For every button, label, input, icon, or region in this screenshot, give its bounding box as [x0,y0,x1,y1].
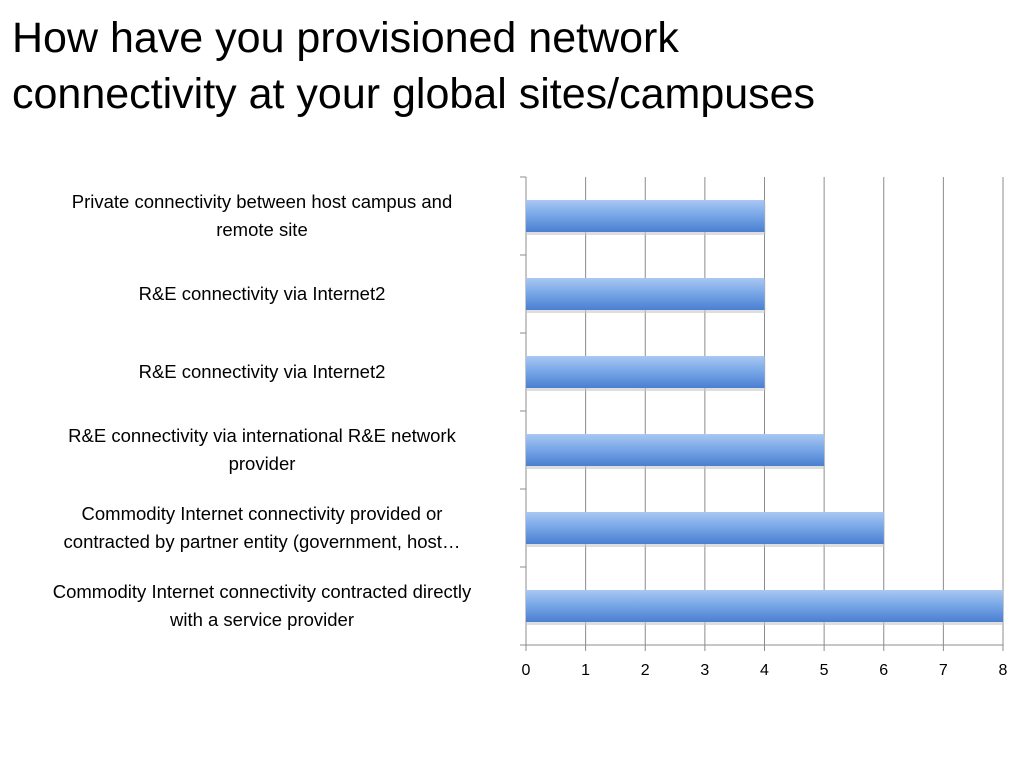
x-tick-label-6: 6 [879,662,888,679]
x-tick-label-7: 7 [939,662,948,679]
category-label-5-line-0: Commodity Internet connectivity contract… [53,581,472,602]
category-labels: Private connectivity between host campus… [53,191,472,630]
slide-title-line-1: How have you provisioned network [12,14,679,62]
x-tick-labels: 0 1 2 3 4 5 6 7 8 [522,662,1008,679]
category-label-0-line-1: remote site [216,219,308,240]
x-tick-label-3: 3 [700,662,709,679]
category-label-1-line-0: R&E connectivity via Internet2 [139,283,386,304]
bar-2 [526,356,765,388]
bar-0 [526,200,765,232]
bar-3 [526,434,825,466]
x-tick-label-0: 0 [522,662,531,679]
x-tick-label-5: 5 [820,662,829,679]
x-tick-label-4: 4 [760,662,769,679]
bar-1 [526,278,765,310]
grid-lines [585,177,1004,645]
bars [526,200,1004,625]
x-tick-label-2: 2 [641,662,650,679]
x-tick-label-8: 8 [999,662,1008,679]
bar-4 [526,512,884,544]
category-label-4-line-0: Commodity Internet connectivity provided… [82,503,443,524]
category-label-5-line-1: with a service provider [169,609,354,630]
category-label-0-line-0: Private connectivity between host campus… [72,191,453,212]
slide-title: How have you provisioned network connect… [12,10,1012,122]
category-label-3-line-0: R&E connectivity via international R&E n… [68,425,456,446]
axes [520,176,1004,651]
slide-title-line-2: connectivity at your global sites/campus… [12,70,816,118]
x-tick-label-1: 1 [581,662,590,679]
category-label-2-line-0: R&E connectivity via Internet2 [139,361,386,382]
category-label-4-line-1: contracted by partner entity (government… [64,531,461,552]
bar-5 [526,590,1003,622]
category-label-3-line-1: provider [229,453,296,474]
